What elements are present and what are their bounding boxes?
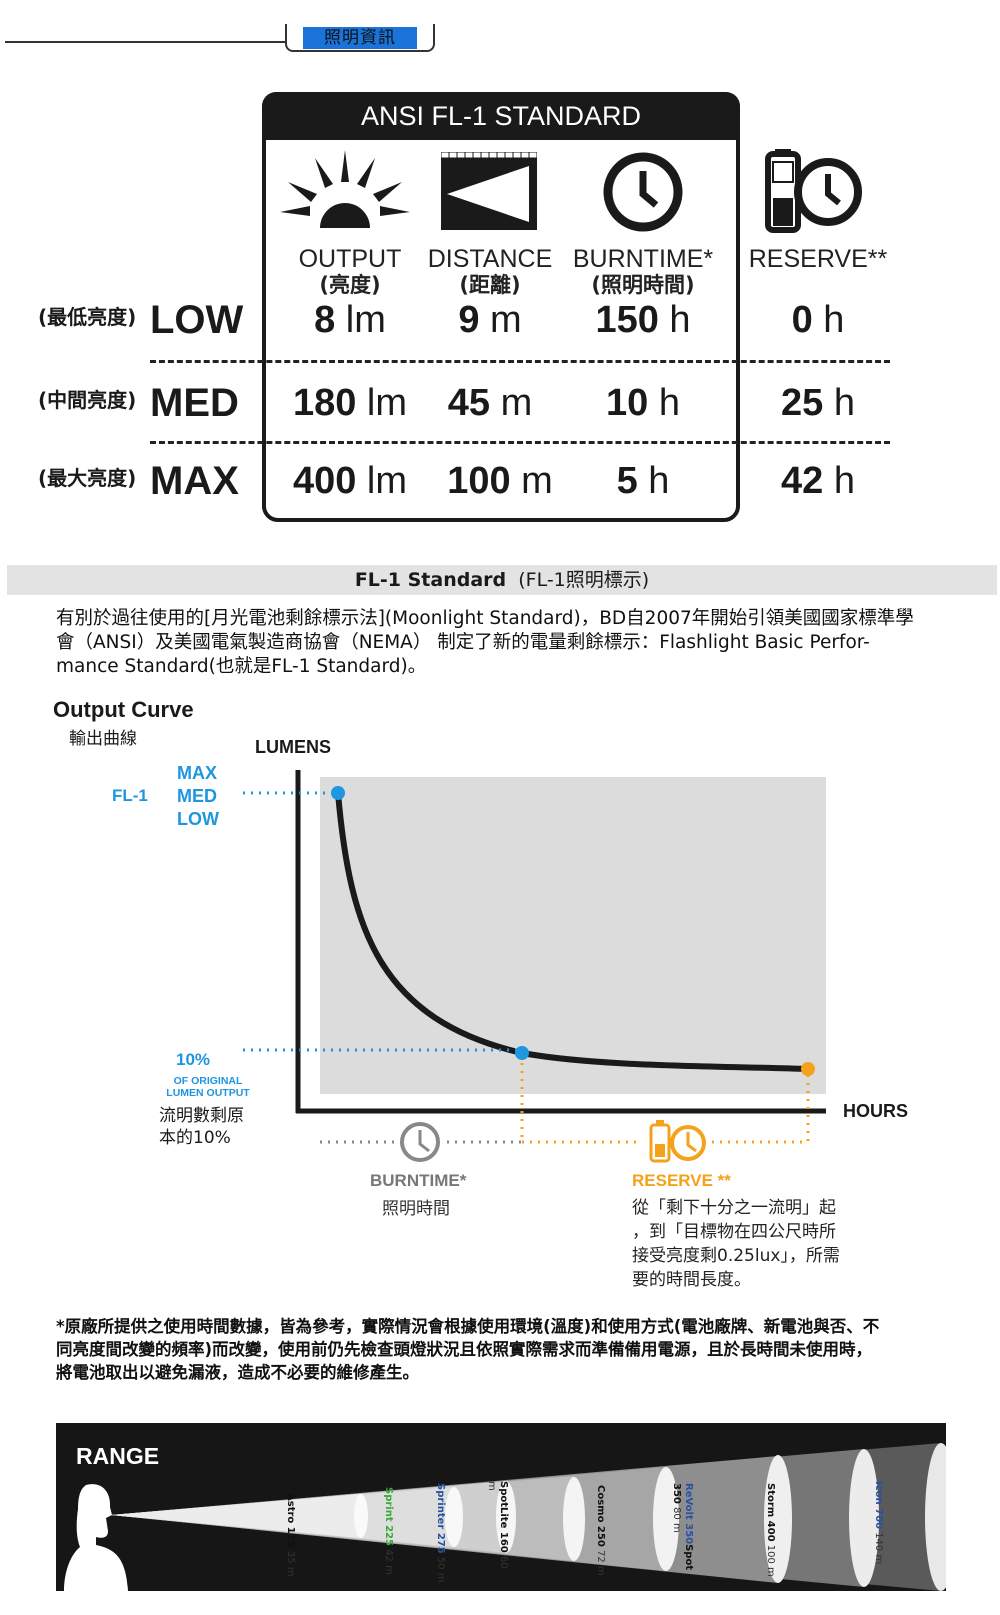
range-panel: RANGE Astro 175 35 m Sprint 225 42 m Spr… (56, 1423, 946, 1591)
val-distance-med: 45 m (447, 382, 533, 424)
val-output-max: 400 lm (292, 460, 408, 502)
val-burntime-max: 5 h (616, 460, 670, 502)
range-product-storm-400: Storm 400 100 m (765, 1483, 776, 1577)
range-product-spotlite-160: SpotLite 160 60 m (486, 1481, 509, 1569)
header-rule-left (5, 41, 287, 43)
row-divider (150, 441, 890, 444)
fl1-label: FL-1 (112, 786, 148, 805)
row-divider (150, 360, 890, 363)
row-zh-low: (最低亮度) (38, 305, 137, 329)
y-axis-label: LUMENS (255, 737, 331, 757)
col-head-output: OUTPUT (亮度) (298, 245, 402, 297)
distance-icon (441, 152, 537, 230)
output-curve-title: Output Curve (53, 697, 194, 722)
battery-clock-icon (765, 149, 862, 233)
section-heading: FL-1 Standard (FL-1照明標示) (7, 565, 997, 595)
output-curve-subtitle: 輸出曲線 (69, 729, 137, 749)
val-burntime-med: 10 h (606, 382, 680, 424)
row-level-low: LOW (150, 298, 244, 342)
ten-percent-label: 10% (176, 1050, 211, 1069)
val-distance-low: 9 m (458, 299, 522, 341)
val-reserve-med: 25 h (781, 382, 855, 424)
reserve-label: RESERVE ** (632, 1171, 731, 1190)
val-output-med: 180 lm (292, 382, 408, 424)
row-level-max: MAX (150, 459, 239, 503)
section-paragraph: 有別於過往使用的[月光電池剩餘標示法](Moonlight Standard)，… (56, 608, 914, 677)
row-zh-max: (最大亮度) (38, 466, 137, 490)
range-product-astro-175: Astro 175 35 m (285, 1493, 296, 1577)
col-head-reserve: RESERVE** (748, 245, 888, 273)
burntime-label: BURNTIME* (370, 1171, 467, 1190)
fl1-levels: MAX MED LOW (177, 763, 219, 829)
sun-icon (280, 150, 410, 228)
ten-percent-zh: 流明數剩原 本的10% (159, 1106, 244, 1148)
output-curve-chart (243, 770, 826, 1163)
ansi-title: ANSI FL-1 STANDARD (262, 92, 740, 140)
range-product-sprint-225: Sprint 225 42 m (383, 1487, 394, 1575)
range-product-cosmo-250: Cosmo 250 72 m (595, 1485, 606, 1576)
val-burntime-low: 150 h (595, 299, 691, 341)
range-product-icon-700: Icon 700 140 m (873, 1481, 884, 1565)
burntime-zh: 照明時間 (382, 1199, 450, 1219)
reserve-description: 從「剩下十分之一流明」起 ，到「目標物在四公尺時所 接受亮度剩0.25lux」，… (632, 1198, 840, 1290)
footnote: *原廠所提供之使用時間數據，皆為參考，實際情況會根據使用環境(溫度)和使用方式(… (56, 1317, 880, 1382)
range-title: RANGE (76, 1443, 160, 1469)
range-product-sprinter-275: Sprinter 275 50 m (435, 1483, 446, 1583)
x-axis-label: HOURS (843, 1101, 909, 1121)
range-product-revolt-spot-350: ReVolt 350Spot 350 80 m (671, 1483, 694, 1571)
col-head-burntime: BURNTIME* (照明時間) (572, 245, 714, 297)
val-reserve-max: 42 h (781, 460, 855, 502)
clock-icon (603, 152, 683, 232)
row-level-med: MED (150, 381, 239, 425)
val-output-low: 8 lm (314, 299, 386, 341)
row-zh-med: (中間亮度) (38, 388, 137, 412)
val-distance-max: 100 m (447, 460, 553, 502)
val-reserve-low: 0 h (791, 299, 845, 341)
of-original-label: OF ORIGINAL LUMEN OUTPUT (166, 1075, 250, 1099)
header-label: 照明資訊 (303, 27, 417, 49)
range-beam-graphic (64, 1443, 946, 1591)
col-head-distance: DISTANCE (距離) (427, 245, 553, 297)
